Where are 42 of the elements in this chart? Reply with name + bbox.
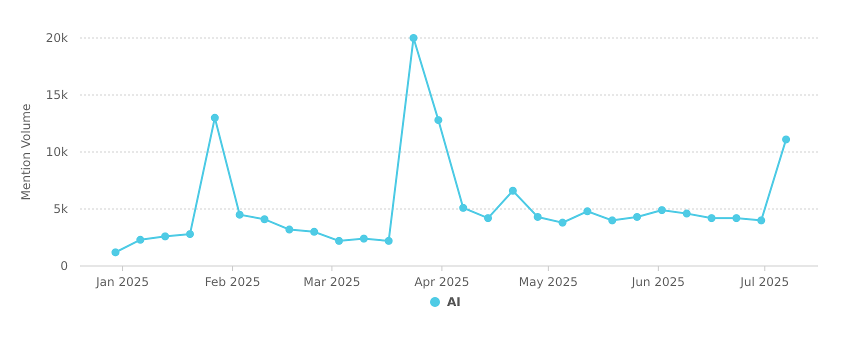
x-tick-label: May 2025 bbox=[518, 275, 578, 289]
x-tick-label: Mar 2025 bbox=[303, 275, 360, 289]
point bbox=[459, 204, 468, 212]
point bbox=[484, 214, 492, 222]
point bbox=[534, 212, 542, 221]
x-tick-label: Jun 2025 bbox=[630, 275, 685, 289]
point bbox=[633, 212, 642, 221]
y-axis-title: Mention Volume bbox=[19, 104, 33, 200]
x-tick-label: Feb 2025 bbox=[204, 275, 260, 289]
point bbox=[236, 210, 244, 219]
x-tick-label: Apr 2025 bbox=[414, 275, 470, 289]
point bbox=[360, 234, 368, 243]
point bbox=[310, 228, 318, 236]
y-tick-label: 10k bbox=[46, 145, 68, 160]
y-tick-label: 15k bbox=[46, 88, 68, 102]
point bbox=[757, 216, 766, 224]
point bbox=[136, 236, 144, 244]
point bbox=[335, 236, 344, 245]
x-tick-label: Jan 2025 bbox=[95, 275, 150, 289]
y-tick-label: 20k bbox=[46, 31, 68, 46]
point bbox=[260, 215, 268, 224]
point bbox=[434, 116, 442, 124]
point bbox=[558, 218, 567, 227]
point bbox=[782, 135, 790, 144]
point bbox=[384, 236, 393, 245]
point bbox=[161, 232, 170, 240]
point bbox=[410, 34, 418, 42]
x-tick-label: Jul 2025 bbox=[739, 275, 790, 289]
point bbox=[708, 214, 716, 222]
point bbox=[583, 207, 592, 216]
point bbox=[732, 214, 740, 222]
point bbox=[186, 230, 194, 238]
y-tick-label: 5k bbox=[53, 202, 68, 216]
legend-label: AI bbox=[447, 295, 461, 310]
point bbox=[111, 248, 120, 256]
point bbox=[285, 226, 294, 234]
point bbox=[210, 114, 219, 122]
y-tick-label: 0 bbox=[60, 259, 68, 274]
point bbox=[608, 216, 616, 224]
point bbox=[508, 186, 517, 195]
point bbox=[682, 210, 691, 218]
point bbox=[658, 206, 666, 214]
